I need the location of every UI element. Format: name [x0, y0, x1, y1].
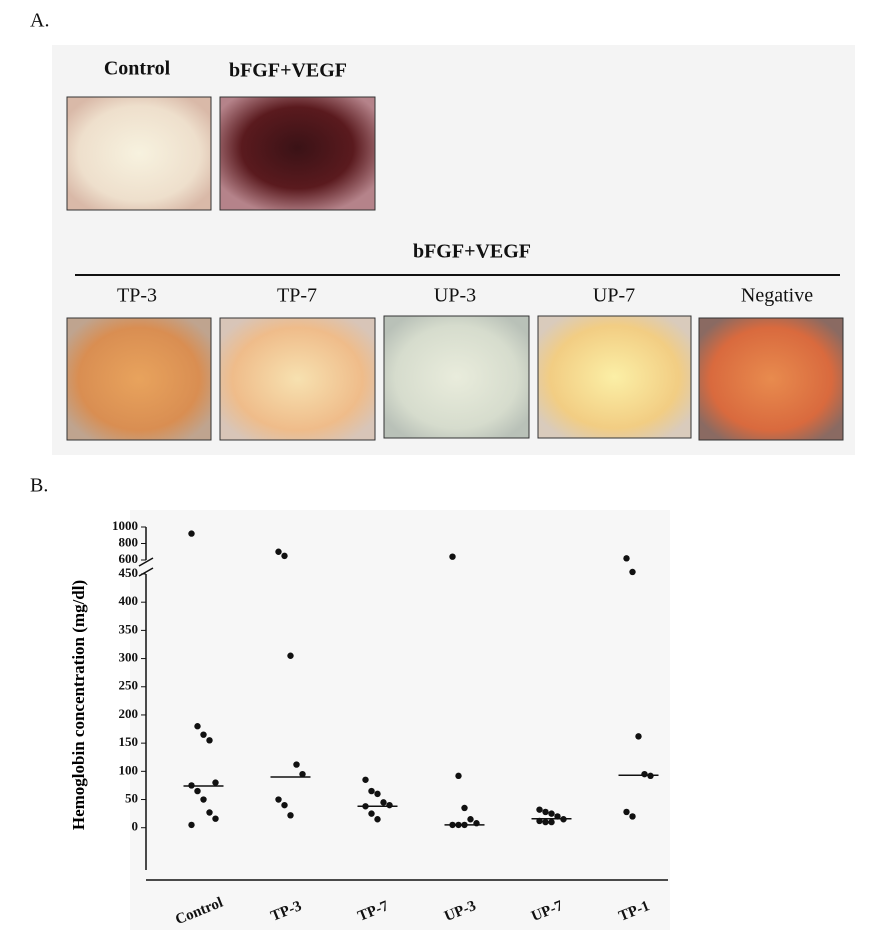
data-point — [287, 812, 294, 819]
data-point — [206, 737, 213, 744]
data-point — [362, 776, 369, 783]
photo-label: UP-3 — [434, 285, 476, 307]
photo — [66, 96, 212, 211]
photo-label: bFGF+VEGF — [229, 60, 347, 82]
data-point — [536, 806, 543, 813]
data-point — [281, 552, 288, 560]
y-tick-label: 50 — [125, 791, 138, 806]
data-point — [461, 804, 468, 812]
data-point — [287, 652, 294, 659]
data-point — [281, 801, 288, 809]
data-point — [542, 808, 549, 816]
data-point — [293, 761, 300, 768]
data-point — [374, 790, 381, 798]
y-tick-label: 350 — [119, 621, 139, 636]
data-point — [299, 770, 306, 778]
y-tick-label: 600 — [119, 551, 139, 566]
y-tick-label: 250 — [119, 678, 139, 693]
photo — [219, 96, 376, 211]
data-point — [200, 796, 207, 803]
photo — [66, 317, 212, 441]
photo-label: TP-3 — [117, 285, 157, 307]
panel-label: B. — [30, 475, 48, 497]
data-point — [542, 818, 549, 826]
data-point — [275, 796, 282, 803]
photo — [698, 317, 844, 441]
y-tick-label: 800 — [119, 534, 139, 549]
group-label: bFGF+VEGF — [413, 241, 531, 263]
photo — [537, 315, 692, 439]
axis-break — [138, 557, 154, 567]
y-tick-label: 100 — [119, 762, 139, 777]
data-point — [212, 815, 219, 822]
data-point — [449, 553, 456, 560]
photo — [219, 317, 376, 441]
data-point — [188, 821, 195, 829]
data-point — [194, 787, 201, 795]
panel-b-background — [130, 510, 670, 930]
data-point — [200, 731, 207, 738]
data-point — [194, 723, 201, 730]
data-point — [548, 818, 555, 826]
data-point — [623, 555, 630, 562]
axis-break — [138, 567, 154, 577]
data-point — [467, 816, 474, 823]
y-tick-label: 0 — [132, 819, 139, 834]
photo-label: Negative — [741, 285, 813, 307]
y-tick-label: 450 — [119, 565, 139, 580]
photo-label: Control — [104, 58, 171, 80]
panel-label: A. — [30, 10, 49, 32]
data-point — [374, 816, 381, 823]
data-point — [380, 799, 387, 806]
data-point — [386, 801, 393, 809]
photo-label: UP-7 — [593, 285, 635, 307]
y-tick-label: 200 — [119, 706, 139, 721]
data-point — [629, 568, 636, 576]
data-point — [629, 813, 636, 820]
y-tick-label: 1000 — [112, 518, 138, 533]
data-point — [188, 530, 195, 537]
y-axis-label: Hemoglobin concentration (mg/dl) — [69, 580, 88, 830]
y-tick-label: 300 — [119, 650, 139, 665]
photo-label: TP-7 — [277, 285, 317, 307]
y-tick-label: 150 — [119, 734, 139, 749]
data-point — [275, 548, 282, 555]
data-point — [635, 733, 642, 740]
data-point — [368, 787, 375, 795]
data-point — [368, 810, 375, 817]
data-point — [206, 809, 213, 816]
data-point — [212, 779, 219, 786]
data-point — [455, 772, 462, 780]
y-tick-label: 400 — [119, 593, 139, 608]
data-point — [623, 808, 630, 816]
data-point — [548, 810, 555, 817]
photo — [383, 315, 530, 439]
data-point — [641, 770, 648, 778]
